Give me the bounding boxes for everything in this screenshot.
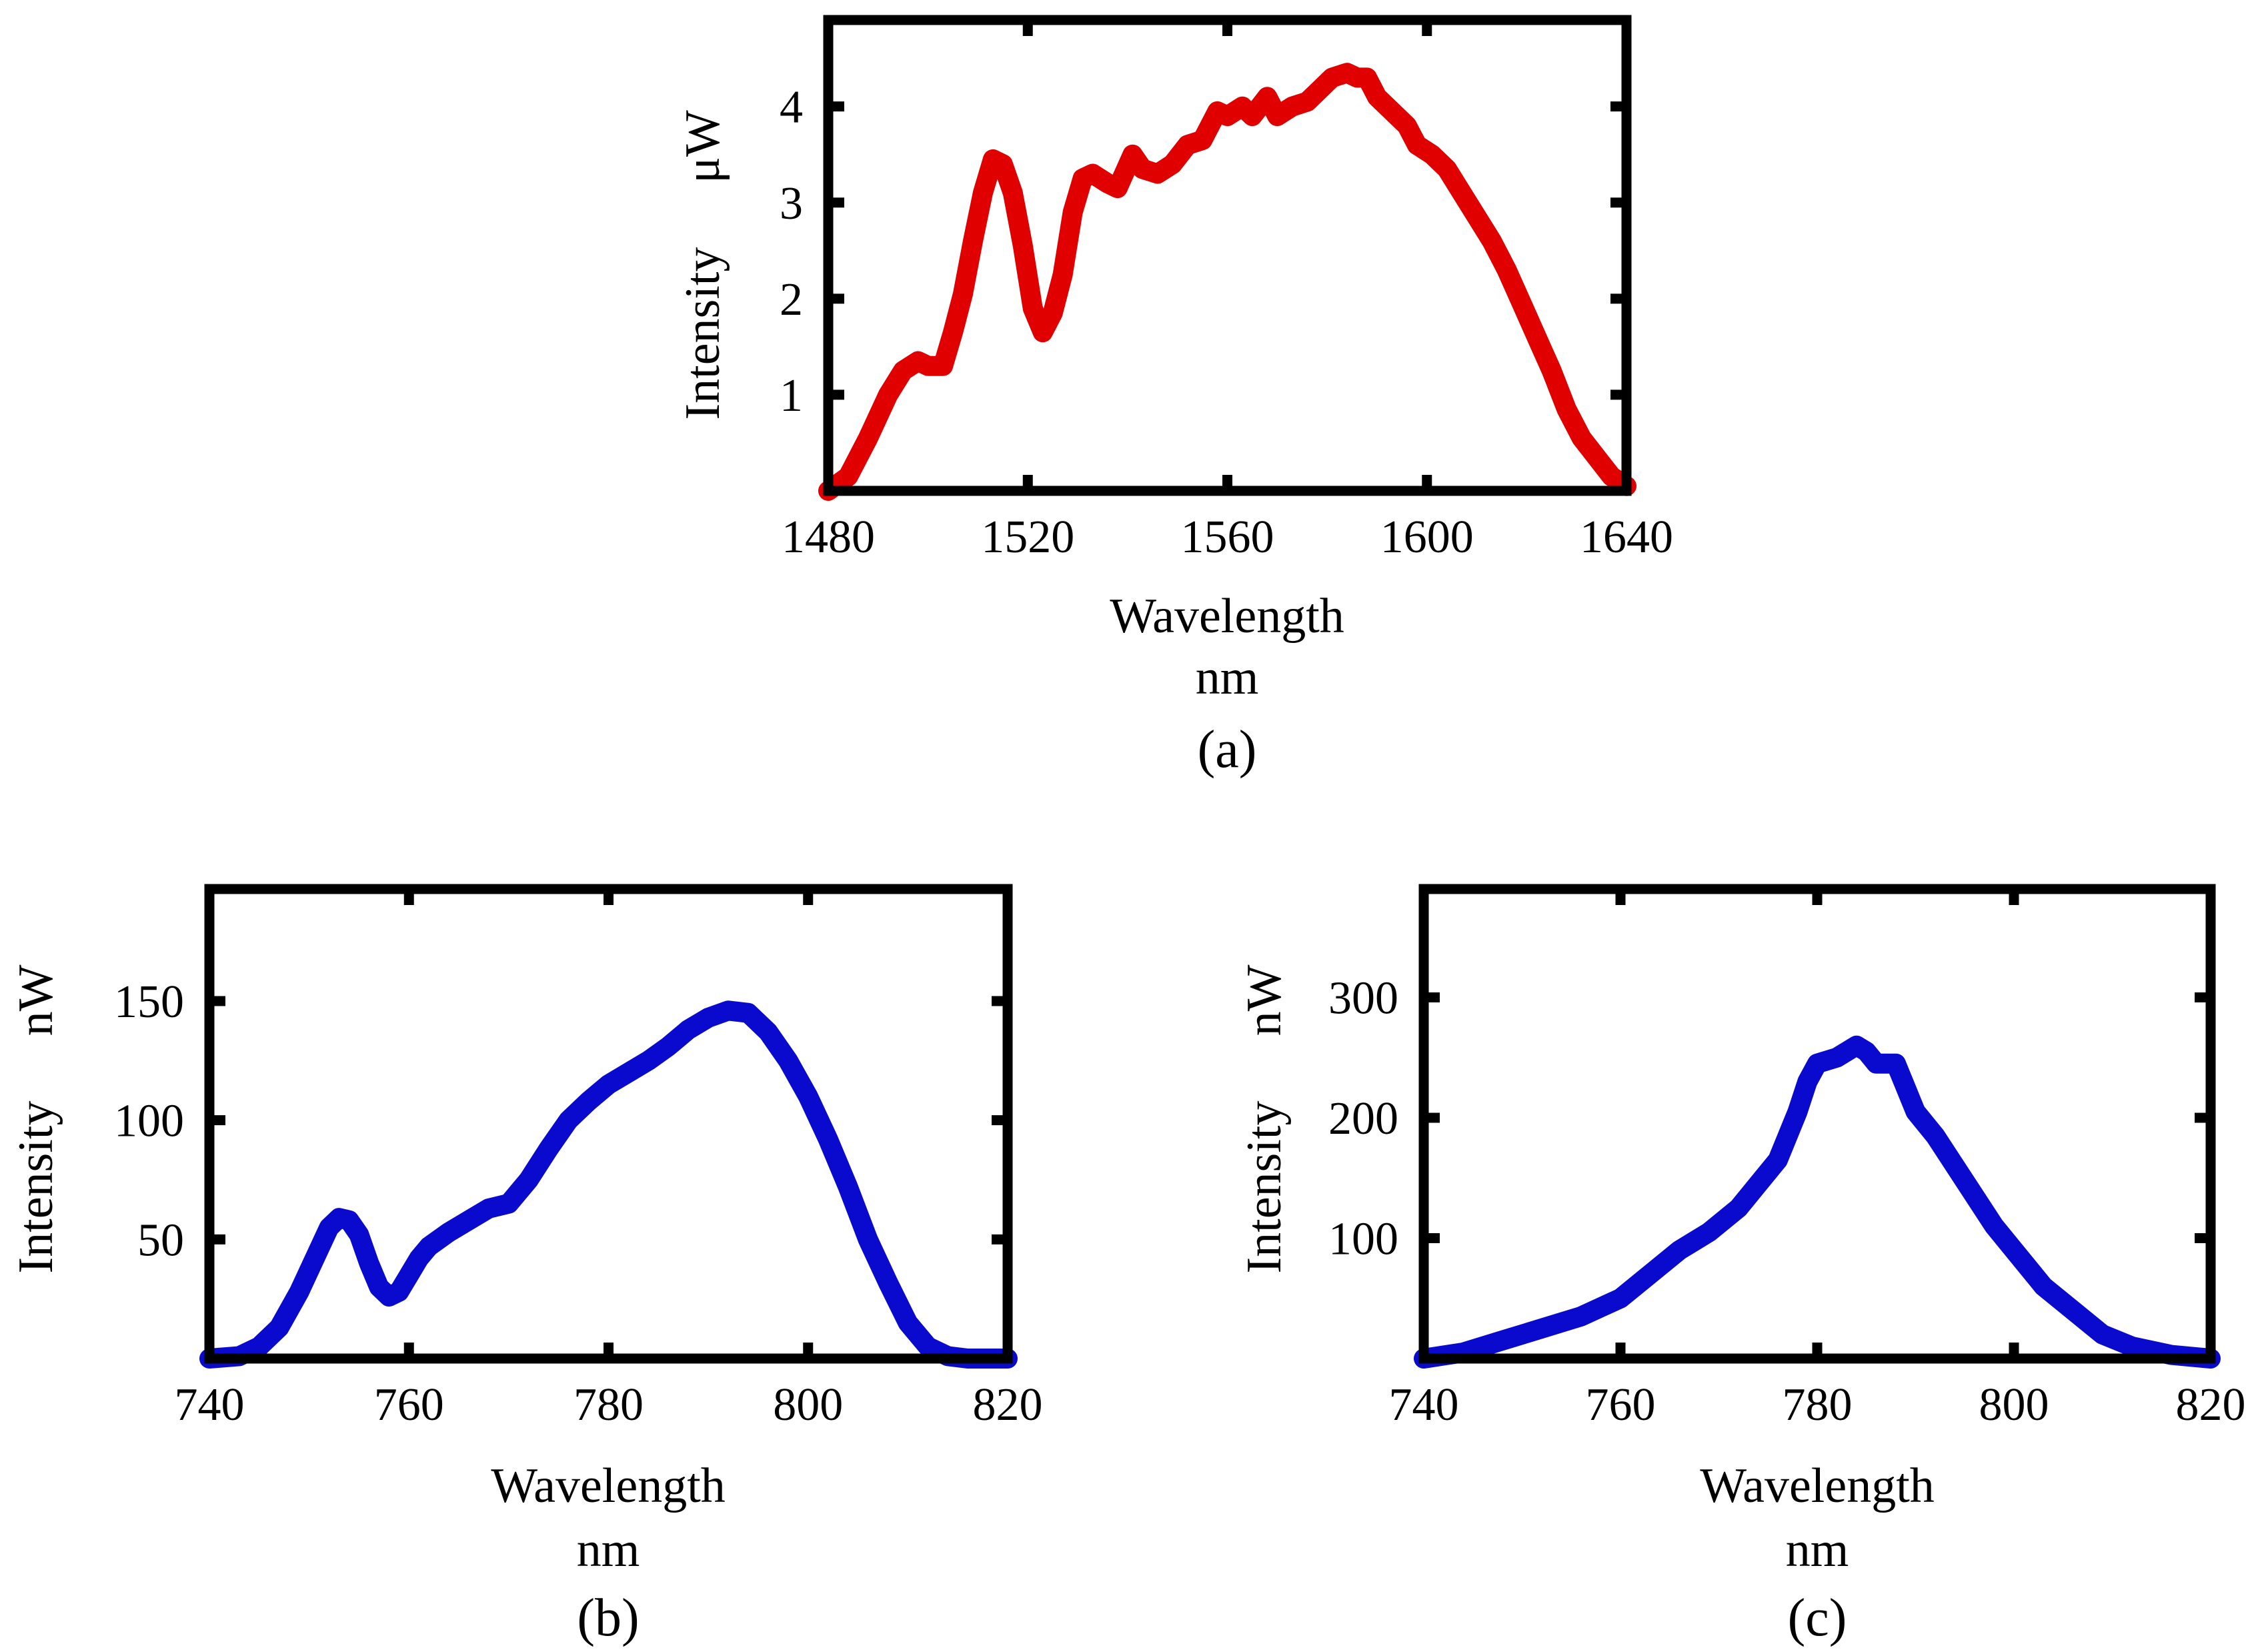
panel-a-xunit: nm [1196, 650, 1259, 705]
panel-c-xtick-label-1: 760 [1586, 1379, 1656, 1431]
panel-b-ytick-label-0: 50 [137, 1214, 184, 1266]
panel-c-xtick-label-0: 740 [1389, 1379, 1459, 1431]
panel-c-series-0 [1414, 1035, 2221, 1369]
panel-b-ylabel: Intensity [9, 1101, 63, 1274]
panel-a-xtick-label-4: 1640 [1580, 512, 1673, 563]
panel-c-frame [1418, 884, 2216, 1364]
panel-b-ticks: 740 760 780 800 820 50 100 150 [114, 889, 1043, 1431]
panel-b-xtick-label-4: 820 [973, 1379, 1043, 1431]
panel-c-ytick-label-1: 200 [1328, 1093, 1398, 1144]
panel-b-xlabel: Wavelength [491, 1459, 726, 1513]
panel-c-xtick-label-4: 820 [2176, 1379, 2246, 1431]
panel-b-series-line [199, 1000, 1018, 1369]
panel-b-xunit: nm [577, 1523, 640, 1577]
panel-c-ytick-label-2: 300 [1328, 972, 1398, 1024]
panel-a-panel-label: (a) [1198, 720, 1257, 779]
panel-a-xtick-label-1: 1520 [981, 512, 1074, 563]
panel-c-ticks: 740 760 780 800 820 100 200 300 [1328, 889, 2246, 1431]
panel-c-ytick-label-0: 100 [1328, 1213, 1398, 1265]
panel-b-ytick-label-1: 100 [114, 1096, 184, 1147]
panel-a-xlabel: Wavelength [1110, 589, 1344, 644]
panel-a-series-0 [818, 63, 1636, 501]
panel-b-xtick-label-2: 780 [574, 1379, 644, 1431]
panel-c-xunit: nm [1786, 1523, 1849, 1577]
panel-b-xtick-label-3: 800 [773, 1379, 843, 1431]
panel-b-series-0 [199, 1000, 1018, 1369]
panel-a-ytick-label-2: 3 [780, 178, 803, 229]
panel-b-chart: 740 760 780 800 820 50 100 150 Wavelength nm (b… [9, 884, 1043, 1647]
panel-c-xtick-label-2: 780 [1783, 1379, 1853, 1431]
panel-a-ytick-label-0: 1 [780, 370, 803, 422]
panel-a-series-line [818, 63, 1636, 501]
panel-c-series-line [1414, 1035, 2221, 1369]
panel-c-chart: 740 760 780 800 820 100 200 300 Wavelength nm (… [1237, 884, 2246, 1647]
panel-a-ytick-label-3: 4 [780, 82, 803, 133]
panel-c-ylabel: Intensity [1237, 1101, 1292, 1274]
panel-a-yunit: μW [676, 110, 730, 183]
panel-b-panel-label: (b) [577, 1589, 639, 1647]
panel-a-xtick-label-3: 1600 [1380, 512, 1474, 563]
panel-b-ytick-label-2: 150 [114, 976, 184, 1028]
panel-a-chart: 1480 1520 1560 1600 1640 1 2 3 4 Wavelength nm (… [676, 15, 1673, 779]
panel-c-xtick-label-3: 800 [1979, 1379, 2049, 1431]
panel-b-xtick-label-1: 760 [374, 1379, 444, 1431]
panel-a-xtick-label-0: 1480 [782, 512, 875, 563]
panel-b-xtick-label-0: 740 [175, 1379, 245, 1431]
panel-c-yunit: nW [1237, 964, 1292, 1036]
panel-c-panel-label: (c) [1788, 1589, 1847, 1647]
panel-a-ytick-label-1: 2 [780, 274, 803, 325]
panel-b-yunit: nW [9, 964, 63, 1036]
panel-a-xtick-label-2: 1560 [1181, 512, 1274, 563]
panel-c-xlabel: Wavelength [1700, 1459, 1935, 1513]
panel-a-ylabel: Intensity [676, 247, 730, 420]
panel-a-ticks: 1480 1520 1560 1600 1640 1 2 3 4 [780, 20, 1673, 563]
